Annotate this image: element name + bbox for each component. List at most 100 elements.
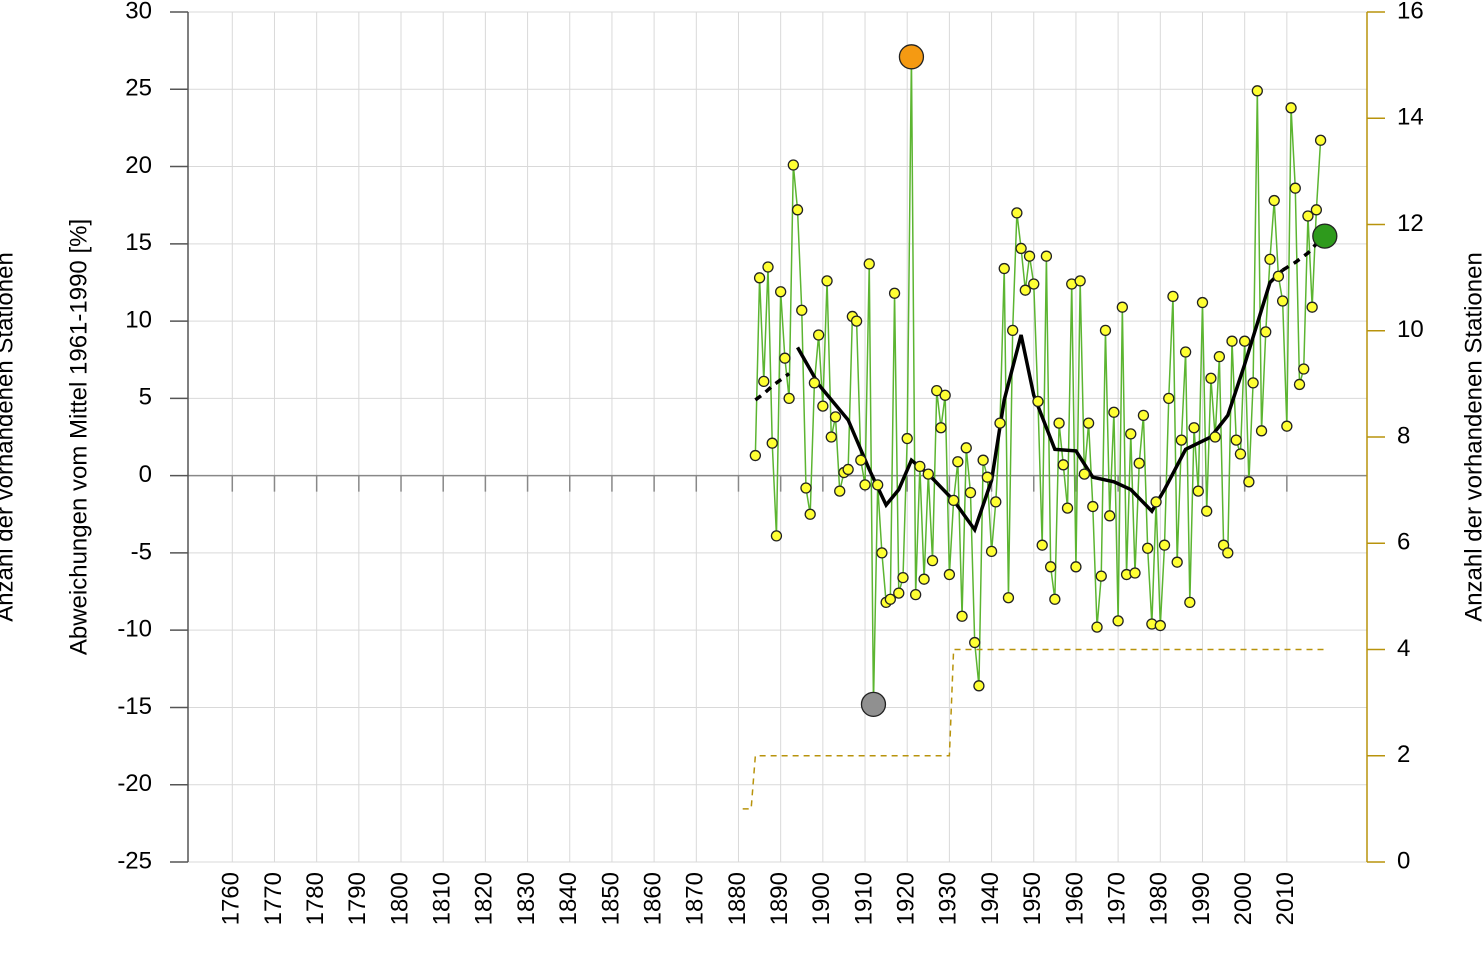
point [800, 482, 812, 494]
point [758, 375, 770, 388]
point [893, 587, 905, 599]
point [804, 508, 816, 520]
point [1276, 295, 1289, 307]
point [863, 258, 875, 270]
series-line [754, 56, 1322, 705]
point [897, 571, 909, 584]
point [1108, 406, 1120, 418]
point [1285, 102, 1297, 114]
point [1171, 556, 1183, 568]
point [1243, 476, 1255, 488]
x-tick-label: 1850 [597, 872, 624, 925]
point [981, 471, 994, 483]
point [1011, 207, 1023, 219]
point [1234, 448, 1247, 460]
point [1053, 417, 1065, 429]
series-line [1281, 238, 1322, 272]
point [1310, 204, 1323, 216]
x-tick-label: 1780 [302, 872, 329, 925]
point [762, 261, 774, 273]
point [1091, 621, 1103, 633]
point [1268, 194, 1280, 207]
y-tick-label: 20 [125, 152, 152, 179]
point [1213, 350, 1226, 363]
x-tick-label: 1980 [1146, 872, 1173, 925]
point [1251, 85, 1263, 97]
point [901, 432, 913, 445]
point [1007, 324, 1019, 337]
point [884, 593, 896, 605]
point [787, 159, 799, 171]
y2-axis-label: Anzahl der vorhandenen Stationen [1460, 252, 1484, 622]
point [931, 384, 943, 397]
point [796, 304, 808, 316]
point [1293, 378, 1306, 391]
point [1125, 428, 1137, 440]
y-tick-label: 15 [125, 229, 152, 256]
x-tick-label: 1870 [682, 872, 709, 925]
point [1222, 547, 1234, 559]
point [1104, 510, 1116, 522]
point [876, 547, 888, 559]
point [1302, 210, 1314, 222]
x-tick-label: 2010 [1272, 872, 1299, 925]
point [1260, 326, 1272, 338]
point [1175, 434, 1188, 446]
y2-tick-label: 8 [1397, 422, 1410, 449]
point [943, 568, 956, 581]
point [964, 486, 977, 499]
x-tick-label: 1900 [808, 872, 835, 925]
extreme-point [898, 44, 925, 70]
x-tick-label: 1830 [513, 872, 540, 925]
y-tick-label: -25 [117, 847, 152, 874]
x-tick-label: 1880 [724, 872, 751, 925]
point [1188, 422, 1200, 434]
x-tick-label: 1820 [471, 872, 498, 925]
point [1112, 615, 1124, 627]
point [1184, 596, 1196, 609]
point [1074, 275, 1086, 287]
point [766, 437, 778, 449]
point [1239, 335, 1251, 347]
point [1116, 301, 1128, 313]
point [1298, 363, 1310, 375]
point [1044, 561, 1057, 573]
point [973, 680, 985, 692]
point [1095, 570, 1107, 582]
y2-tick-label: 14 [1397, 104, 1424, 131]
x-tick-label: 1770 [260, 872, 287, 925]
point [1281, 420, 1293, 432]
point [1255, 425, 1268, 437]
point [977, 454, 989, 466]
series-line [754, 372, 791, 402]
point [783, 392, 795, 405]
x-tick-label: 2000 [1230, 872, 1257, 925]
point [1196, 296, 1209, 309]
series-line [796, 268, 1284, 534]
x-tick-label: 1950 [1019, 872, 1046, 925]
point [1142, 542, 1154, 554]
point [829, 411, 842, 423]
point [922, 468, 934, 480]
y2-tick-label: 10 [1397, 316, 1424, 343]
point [1150, 496, 1162, 508]
point [855, 454, 867, 466]
y2-tick-label: 2 [1397, 741, 1410, 768]
point [791, 204, 804, 216]
point [918, 573, 930, 585]
point [1209, 431, 1221, 443]
point [1133, 457, 1145, 469]
point [909, 588, 922, 601]
point [842, 463, 854, 476]
point [998, 262, 1010, 275]
point [872, 479, 884, 491]
x-tick-label: 1860 [639, 872, 666, 925]
point [888, 287, 901, 299]
point [952, 456, 964, 468]
point [817, 400, 829, 412]
point [947, 494, 960, 507]
x-tick-label: 1970 [1103, 872, 1130, 925]
point [812, 329, 825, 341]
